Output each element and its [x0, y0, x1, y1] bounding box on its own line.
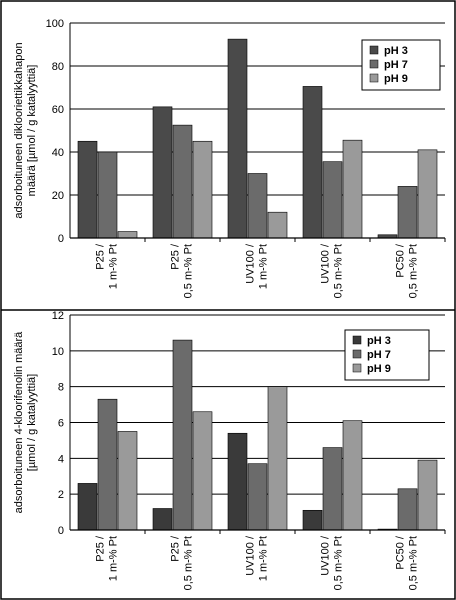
x-tick-label: PC50 /0,5 m-% Pt	[395, 535, 420, 590]
bar	[192, 411, 213, 531]
bar	[227, 432, 248, 531]
bar	[302, 509, 323, 531]
bar	[172, 339, 193, 531]
bar	[117, 431, 138, 531]
legend-swatch	[352, 335, 362, 345]
chart-dichloroacetic-acid: 0 20 40 60 80 100 adsorboituneen diklooriettik…	[13, 18, 446, 298]
legend-swatch	[369, 73, 379, 83]
y-tick-label: 60	[52, 104, 64, 116]
legend-label: pH 9	[367, 363, 391, 375]
bar	[77, 483, 98, 531]
x-tick-label-line: P25 /	[95, 243, 107, 270]
x-tick-label: UV100 /1 m-% Pt	[245, 535, 270, 581]
legend-label: pH 3	[384, 45, 408, 57]
y-axis-label: adsorboituneen 4-kloorifenolin määrä[µmo…	[13, 331, 38, 513]
legend-label: pH 7	[367, 349, 391, 361]
x-tick-label-line: 0,5 m-% Pt	[333, 536, 345, 590]
x-tick-label: P25 /0,5 m-% Pt	[170, 243, 195, 298]
bar	[152, 508, 173, 531]
x-tick-label-line: PC50 /	[395, 243, 407, 278]
x-tick-label-line: P25 /	[170, 535, 182, 562]
bar	[172, 124, 193, 239]
y-tick-label: 20	[52, 190, 64, 202]
y-tick-label: 0	[58, 525, 64, 537]
y-tick-label: 6	[58, 418, 64, 430]
legend-label: pH 9	[384, 73, 408, 85]
y-tick-label: 4	[58, 453, 64, 465]
bar	[267, 211, 288, 239]
x-tick-label-line: 0,5 m-% Pt	[333, 244, 345, 298]
legend-label: pH 3	[367, 335, 391, 347]
bar	[322, 161, 343, 239]
x-tick-label-line: PC50 /	[395, 535, 407, 570]
y-tick-label: 8	[58, 382, 64, 394]
y-tick-label: 0	[58, 233, 64, 245]
x-tick-label-line: 1 m-% Pt	[108, 536, 120, 581]
x-tick-label: P25 /1 m-% Pt	[95, 535, 120, 581]
bar	[417, 459, 438, 531]
x-tick-label-line: UV100 /	[245, 243, 257, 284]
y-axis-label-line: adsorboituneen diklooriettikkahapon	[13, 42, 25, 218]
x-tick-label-line: P25 /	[170, 243, 182, 270]
bar	[117, 231, 138, 239]
bar	[247, 173, 268, 239]
y-axis-label-line: [µmol / g katalyyttiä]	[26, 374, 38, 471]
y-tick-label: 10	[52, 346, 64, 358]
x-tick-label: P25 /0,5 m-% Pt	[170, 535, 195, 590]
y-tick-label: 40	[52, 147, 64, 159]
x-tick-label-line: 0,5 m-% Pt	[183, 244, 195, 298]
bar	[397, 488, 418, 531]
y-tick-label: 100	[46, 18, 64, 30]
y-tick-label: 2	[58, 489, 64, 501]
x-tick-label: P25 /1 m-% Pt	[95, 243, 120, 289]
bar	[342, 139, 363, 239]
legend-swatch	[369, 59, 379, 69]
bar	[397, 186, 418, 239]
x-tick-label: UV100 /0,5 m-% Pt	[320, 243, 345, 298]
bar	[77, 140, 98, 239]
bar	[322, 447, 343, 531]
y-tick-label: 12	[52, 310, 64, 322]
bar	[97, 151, 118, 239]
x-tick-label: UV100 /0,5 m-% Pt	[320, 535, 345, 590]
x-tick-label-line: UV100 /	[320, 535, 332, 576]
x-tick-label-line: 0,5 m-% Pt	[183, 536, 195, 590]
y-axis-label-line: määrä [µmol / g katalyyttiä]	[26, 65, 38, 197]
legend-swatch	[352, 349, 362, 359]
x-tick-label: PC50 /0,5 m-% Pt	[395, 243, 420, 298]
x-tick-label-line: 1 m-% Pt	[108, 244, 120, 289]
y-tick-label: 80	[52, 61, 64, 73]
bar	[342, 420, 363, 531]
x-tick-label-line: 0,5 m-% Pt	[408, 536, 420, 590]
bar	[302, 86, 323, 239]
bar	[192, 140, 213, 239]
bar	[227, 38, 248, 239]
x-tick-label-line: UV100 /	[245, 535, 257, 576]
chart-4-chlorophenol: 0 2 4 6 8 10 12 adsorboituneen 4-kloorifenolin …	[13, 310, 446, 590]
bar	[152, 106, 173, 239]
y-axis-label-line: adsorboituneen 4-kloorifenolin määrä	[13, 331, 25, 513]
bar	[247, 463, 268, 531]
x-tick-label-line: 1 m-% Pt	[258, 536, 270, 581]
bar	[267, 386, 288, 531]
bar	[97, 398, 118, 531]
x-tick-label-line: 1 m-% Pt	[258, 244, 270, 289]
bar	[417, 149, 438, 239]
x-tick-label-line: UV100 /	[320, 243, 332, 284]
x-tick-label: UV100 /1 m-% Pt	[245, 243, 270, 289]
x-tick-label-line: 0,5 m-% Pt	[408, 244, 420, 298]
x-tick-label-line: P25 /	[95, 535, 107, 562]
legend-swatch	[369, 45, 379, 55]
legend-label: pH 7	[384, 59, 408, 71]
y-axis-label: adsorboituneen diklooriettikkahaponmäärä…	[13, 42, 38, 218]
legend-swatch	[352, 363, 362, 373]
